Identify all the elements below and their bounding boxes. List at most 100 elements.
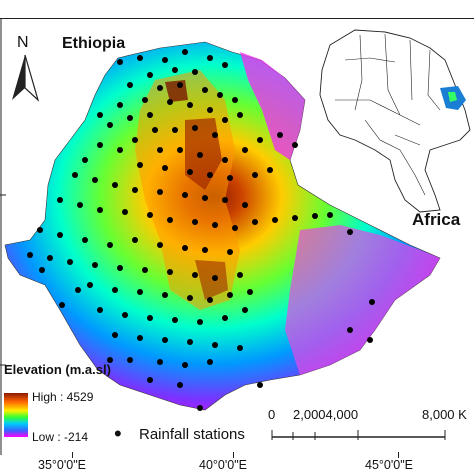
rainfall-station-dot: [207, 297, 213, 303]
rainfall-station-dot: [222, 117, 228, 123]
rainfall-station-dot: [187, 295, 193, 301]
rainfall-station-dot: [132, 187, 138, 193]
rainfall-station-dot: [137, 162, 143, 168]
station-legend-label: Rainfall stations: [139, 426, 245, 443]
station-legend-symbol: •: [114, 421, 122, 446]
rainfall-station-dot: [267, 167, 273, 173]
rainfall-station-dot: [177, 82, 183, 88]
legend-high-label: High : 4529: [32, 390, 94, 404]
africa-outline: [319, 29, 471, 213]
scale-label-end: 8,000 K: [422, 407, 467, 422]
rainfall-station-dot: [212, 222, 218, 228]
scale-label-mid: 2,0004,000: [293, 407, 359, 422]
rainfall-station-dot: [127, 357, 133, 363]
rainfall-station-dot: [117, 265, 123, 271]
rainfall-station-dot: [147, 112, 153, 118]
scale-label-0: 0: [268, 407, 276, 422]
rainfall-station-dot: [37, 227, 43, 233]
rainfall-station-dot: [202, 195, 208, 201]
rainfall-station-dot: [157, 242, 163, 248]
rainfall-station-dot: [57, 232, 63, 238]
rainfall-station-dot: [57, 197, 63, 203]
rainfall-station-dot: [237, 112, 243, 118]
highland-peak-south: [195, 260, 228, 300]
legend-low-label: Low : -214: [32, 430, 89, 444]
eastern-lowland: [285, 225, 440, 375]
africa-borders: [335, 33, 441, 196]
rainfall-station-dot: [347, 327, 353, 333]
rainfall-station-dot: [277, 132, 283, 138]
rainfall-station-dot: [257, 137, 263, 143]
rainfall-station-dot: [97, 142, 103, 148]
rainfall-station-dot: [197, 152, 203, 158]
tick-45: [398, 452, 399, 458]
country-label: Ethiopia: [62, 35, 126, 52]
rainfall-station-dot: [192, 125, 198, 131]
rainfall-station-dot: [369, 299, 375, 305]
tick-40: [233, 452, 234, 458]
rainfall-station-dot: [212, 275, 218, 281]
rainfall-station-dot: [242, 202, 248, 208]
rainfall-station-dot: [192, 272, 198, 278]
rainfall-station-dot: [177, 382, 183, 388]
rainfall-station-dot: [187, 339, 193, 345]
rainfall-station-dot: [82, 157, 88, 163]
afar-depression: [240, 52, 305, 160]
north-label: N: [17, 34, 29, 51]
rainfall-station-dot: [132, 237, 138, 243]
inset-label: Africa: [412, 210, 461, 229]
scale-bar: [271, 430, 446, 440]
rainfall-station-dot: [97, 307, 103, 313]
rainfall-station-dot: [227, 175, 233, 181]
rainfall-station-dot: [107, 122, 113, 128]
rainfall-station-dot: [327, 212, 333, 218]
rainfall-station-dot: [122, 312, 128, 318]
rainfall-station-dot: [197, 319, 203, 325]
rainfall-station-dot: [187, 169, 193, 175]
rainfall-station-dot: [142, 97, 148, 103]
rainfall-station-dot: [172, 67, 178, 73]
rainfall-station-dot: [217, 92, 223, 98]
rainfall-station-dot: [292, 142, 298, 148]
rainfall-station-dot: [157, 147, 163, 153]
rainfall-station-dot: [192, 219, 198, 225]
rainfall-station-dot: [207, 55, 213, 61]
africa-inset: [319, 29, 471, 213]
rainfall-station-dot: [112, 332, 118, 338]
rainfall-station-dot: [252, 219, 258, 225]
longitude-label-40: 40°0'0"E: [199, 458, 247, 472]
rainfall-station-dot: [157, 189, 163, 195]
rainfall-station-dot: [97, 112, 103, 118]
rainfall-station-dot: [172, 317, 178, 323]
rainfall-station-dot: [177, 147, 183, 153]
rainfall-station-dot: [202, 247, 208, 253]
rainfall-station-dot: [202, 87, 208, 93]
rainfall-station-dot: [152, 127, 158, 133]
rainfall-station-dot: [227, 292, 233, 298]
rainfall-station-dot: [127, 115, 133, 121]
rainfall-station-dot: [222, 62, 228, 68]
rainfall-station-dot: [347, 229, 353, 235]
rainfall-station-dot: [162, 292, 168, 298]
rainfall-station-dot: [147, 212, 153, 218]
rainfall-station-dot: [222, 157, 228, 163]
inset-ethiopia-highlight-inner: [448, 92, 457, 102]
rainfall-station-dot: [207, 359, 213, 365]
rainfall-station-dot: [47, 255, 53, 261]
rainfall-station-dot: [212, 342, 218, 348]
tick-35: [72, 452, 73, 458]
rainfall-station-dot: [77, 202, 83, 208]
rainfall-station-dot: [257, 382, 263, 388]
rainfall-station-dot: [162, 165, 168, 171]
rainfall-station-dot: [137, 55, 143, 61]
rainfall-station-dot: [272, 217, 278, 223]
map-frame: [0, 18, 474, 456]
north-arrow-icon: [12, 54, 40, 102]
rainfall-station-dot: [117, 102, 123, 108]
rainfall-station-dot: [147, 377, 153, 383]
rainfall-station-dot: [117, 147, 123, 153]
longitude-label-35: 35°0'0"E: [38, 458, 86, 472]
rainfall-station-dot: [232, 225, 238, 231]
rainfall-station-dot: [67, 259, 73, 265]
